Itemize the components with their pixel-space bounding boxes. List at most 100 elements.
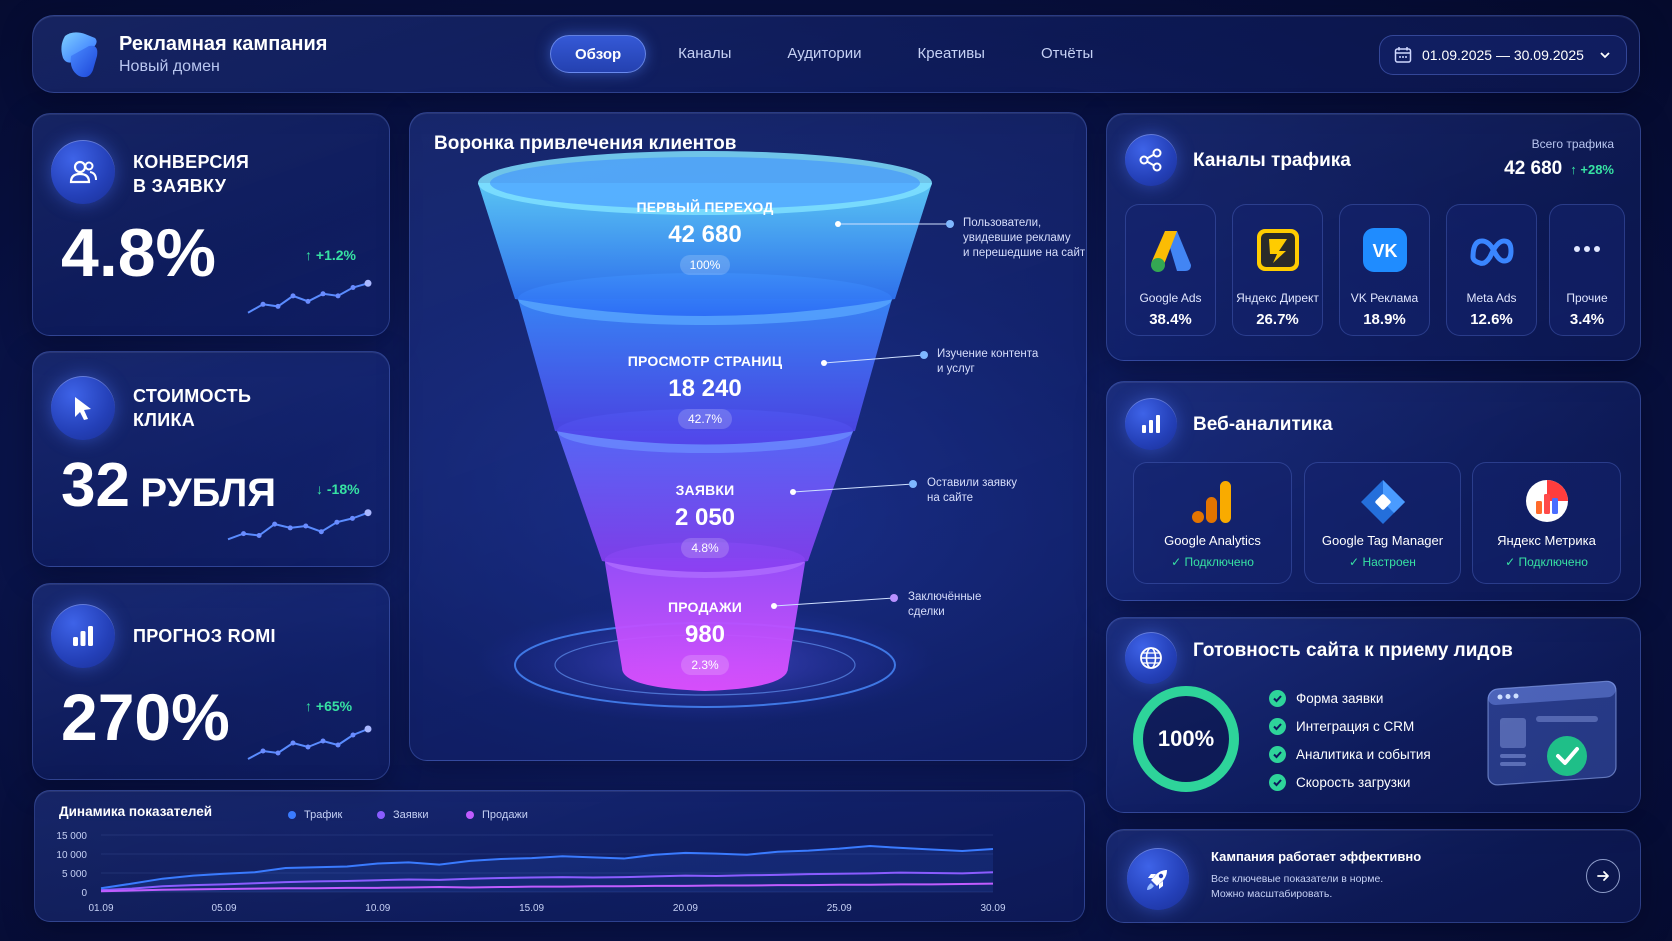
kpi-delta: ↑ +65% (305, 698, 353, 714)
main-nav: Обзор Каналы Аудитории Креативы Отчёты (550, 35, 1125, 73)
legend-item: Продажи (466, 809, 528, 821)
funnel-annotation: Заключённые сделки (908, 591, 982, 618)
meta-icon (1470, 238, 1513, 266)
x-tick-label: 30.09 (980, 903, 1005, 914)
readiness-title: Готовность сайта к приему лидов (1193, 640, 1513, 661)
legend-swatch (466, 811, 474, 819)
series-line (100, 845, 994, 890)
calendar-icon (1394, 47, 1412, 63)
x-tick-label: 15.09 (519, 903, 544, 914)
bar-chart-icon (1125, 398, 1177, 450)
y-tick-label: 10 000 (56, 850, 87, 861)
sparkline-point (320, 738, 326, 744)
channel-card[interactable]: Google Ads 38.4% (1125, 204, 1216, 336)
sparkline-point (256, 533, 262, 538)
kpi-value: 4.8% (61, 215, 216, 291)
check-icon (1269, 746, 1286, 763)
traffic-total-label: Всего трафика (1531, 137, 1614, 151)
channel-card[interactable]: VK VK Реклама 18.9% (1339, 204, 1430, 336)
readiness-item: Аналитика и события (1269, 746, 1431, 763)
sparkline-point (320, 291, 326, 297)
sparkline-path (227, 511, 369, 541)
sparkline-point (272, 521, 278, 527)
funnel-stage: ПЕРВЫЙ ПЕРЕХОД 42 680 100% (590, 199, 820, 275)
sparkline-point (290, 293, 296, 299)
sparkline-point (305, 298, 311, 304)
analytics-tool-card[interactable]: Google Analytics ✓ Подключено (1133, 462, 1292, 584)
sparkline-point (364, 725, 372, 733)
x-tick-label: 10.09 (365, 903, 390, 914)
channel-card[interactable]: Прочие 3.4% (1549, 204, 1625, 336)
x-tick-label: 20.09 (673, 903, 698, 914)
x-tick-label: 05.09 (212, 903, 237, 914)
web-analytics-panel: Веб-аналитика Google Analytics ✓ Подключ… (1106, 381, 1641, 601)
status-title: Кампания работает эффективно (1211, 849, 1422, 864)
campaign-subtitle: Новый домен (119, 58, 220, 75)
funnel-stage: ЗАЯВКИ 2 050 4.8% (590, 482, 820, 558)
tab-audiences[interactable]: Аудитории (787, 45, 862, 62)
top-bar: Рекламная кампания Новый домен Обзор Кан… (32, 15, 1640, 93)
bar-chart-icon (51, 604, 115, 668)
sparkline (247, 279, 372, 314)
dynamics-line-chart: 15 000 10 000 5 000 001.09 05.09 10.09 15.09 20… (56, 831, 1006, 914)
google-analytics-icon (1191, 481, 1231, 523)
sparkline-point (287, 525, 293, 531)
yandex-metrika-icon (1525, 480, 1568, 522)
sparkline-point (335, 293, 341, 299)
campaign-status-panel: Кампания работает эффективно Все ключевы… (1106, 829, 1641, 923)
sparkline-point (241, 531, 247, 537)
analytics-tool-card[interactable]: Яндекс Метрика ✓ Подключено (1472, 462, 1621, 584)
sparkline-point (334, 519, 340, 525)
share-icon (1125, 134, 1177, 186)
tab-reports[interactable]: Отчёты (1040, 45, 1094, 62)
arrow-right-icon (1597, 871, 1609, 881)
open-details-button[interactable] (1586, 859, 1620, 893)
readiness-item: Интеграция с CRM (1269, 718, 1414, 735)
sparkline-point (350, 732, 356, 738)
tab-overview[interactable]: Обзор (550, 35, 647, 73)
funnel-stage: ПРОДАЖИ 980 2.3% (590, 599, 820, 675)
readiness-item: Скорость загрузки (1269, 774, 1410, 791)
check-icon (1269, 718, 1286, 735)
arrow-up-icon: ↑ (1570, 162, 1577, 177)
kpi-value: 270% (61, 680, 230, 754)
browser-window-check-icon (1487, 680, 1617, 786)
sparkline (247, 725, 372, 760)
check-icon: ✓ (1349, 555, 1360, 569)
sparkline-point (349, 515, 355, 521)
app-logo-icon (61, 32, 98, 78)
sparkline-point (350, 285, 356, 290)
x-tick-label: 25.09 (827, 903, 852, 914)
kpi-delta: ↑ +1.2% (305, 247, 356, 263)
dynamics-chart-panel: Динамика показателей Трафик Заявки Прода… (34, 790, 1085, 922)
more-icon (1574, 246, 1600, 252)
readiness-item: Форма заявки (1269, 690, 1383, 707)
funnel-graphic (475, 151, 954, 723)
channel-card[interactable]: Яндекс Директ 26.7% (1232, 204, 1323, 336)
arrow-down-icon: ↓ (316, 481, 323, 497)
chevron-down-icon (1600, 52, 1610, 59)
traffic-total: 42 680 ↑ +28% (1504, 158, 1614, 179)
tab-channels[interactable]: Каналы (678, 45, 732, 62)
analytics-tool-card[interactable]: Google Tag Manager ✓ Настроен (1304, 462, 1461, 584)
campaign-title: Рекламная кампания (119, 33, 328, 55)
kpi-card-conversion: КОНВЕРСИЯ В ЗАЯВКУ 4.8% ↑ +1.2% (32, 113, 390, 336)
kpi-card-cost-per-click: СТОИМОСТЬ КЛИКА 32 РУБЛЯ ↓ -18% (32, 351, 390, 567)
sparkline-point (275, 750, 281, 756)
readiness-percent: 100% (1158, 726, 1214, 751)
kpi-card-romi: ПРОГНОЗ ROMI 270% ↑ +65% (32, 583, 390, 780)
sparkline-path (247, 282, 369, 314)
sparkline-point (364, 279, 372, 287)
cursor-icon (51, 376, 115, 440)
sparkline-point (303, 523, 309, 529)
y-tick-label: 15 000 (56, 831, 87, 842)
tab-creatives[interactable]: Креативы (917, 45, 985, 62)
legend-swatch (377, 811, 385, 819)
date-range-picker[interactable]: 01.09.2025 — 30.09.2025 (1379, 35, 1627, 75)
y-tick-label: 5 000 (62, 869, 87, 880)
globe-icon (1125, 632, 1177, 684)
series-line (100, 882, 994, 893)
kpi-title: СТОИМОСТЬ КЛИКА (133, 386, 252, 430)
readiness-progress-ring: 100% (1133, 686, 1239, 792)
channel-card[interactable]: Meta Ads 12.6% (1446, 204, 1537, 336)
